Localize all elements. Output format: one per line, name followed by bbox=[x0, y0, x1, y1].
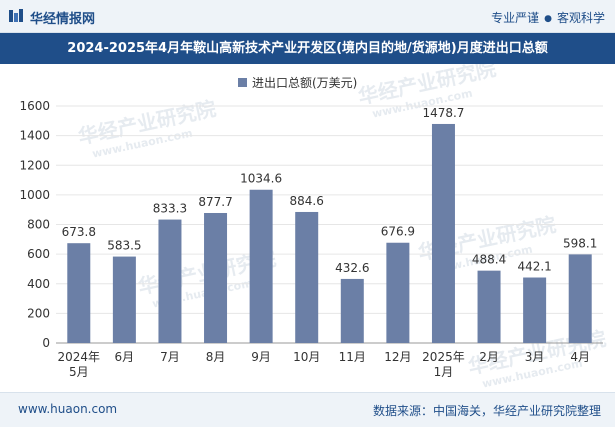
footer: www.huaon.com 数据来源：中国海关，华经产业研究院整理 bbox=[0, 392, 615, 427]
data-source: 数据来源：中国海关，华经产业研究院整理 bbox=[372, 404, 601, 418]
y-tick-label: 600 bbox=[27, 247, 50, 261]
y-tick-label: 1600 bbox=[19, 99, 50, 113]
y-tick-label: 0 bbox=[42, 336, 50, 350]
chart-title: 2024-2025年4月年鞍山高新技术产业开发区(境内目的地/货源地)月度进出口… bbox=[0, 33, 615, 64]
data-label: 676.9 bbox=[381, 225, 415, 239]
bar[interactable] bbox=[568, 254, 592, 343]
top-header: 华经情报网 专业严谨 ● 客观科学 bbox=[0, 0, 615, 33]
bar[interactable] bbox=[295, 211, 319, 343]
gridlines bbox=[56, 105, 603, 344]
bar[interactable] bbox=[204, 212, 228, 343]
x-tick-label: 10月 bbox=[293, 350, 320, 364]
x-tick-label: 6月 bbox=[115, 350, 135, 364]
data-label: 442.1 bbox=[517, 260, 551, 274]
x-tick-line: 11月 bbox=[339, 350, 366, 364]
site-name[interactable]: 华经情报网 bbox=[30, 12, 96, 27]
data-label: 432.6 bbox=[335, 261, 369, 275]
tagline: 专业严谨 ● 客观科学 bbox=[491, 9, 605, 26]
y-axis: 0 200 400 600 800 1000 1200 1400 1600 bbox=[19, 99, 50, 350]
y-tick-label: 1200 bbox=[19, 158, 50, 172]
x-tick-label: 8月 bbox=[206, 350, 226, 364]
x-tick-line: 6月 bbox=[115, 350, 135, 364]
y-tick-label: 200 bbox=[27, 306, 50, 320]
legend-label: 进出口总额(万美元) bbox=[252, 76, 357, 90]
tagline-right: 客观科学 bbox=[556, 11, 605, 25]
x-tick-label: 7月 bbox=[160, 350, 180, 364]
dot-icon: ● bbox=[544, 14, 552, 24]
x-tick-label: 3月 bbox=[525, 350, 545, 364]
legend: 进出口总额(万美元) bbox=[238, 76, 357, 90]
bar[interactable] bbox=[112, 256, 136, 343]
data-label: 833.3 bbox=[153, 202, 187, 216]
x-tick-line: 2月 bbox=[479, 350, 499, 364]
x-tick-line: 2024年 bbox=[58, 350, 101, 364]
x-tick-line: 7月 bbox=[160, 350, 180, 364]
x-tick-label: 2025年 1月 bbox=[422, 350, 465, 379]
data-label: 598.1 bbox=[563, 236, 597, 250]
data-label: 884.6 bbox=[290, 194, 324, 208]
x-tick-line: 9月 bbox=[251, 350, 271, 364]
x-tick-label: 4月 bbox=[570, 350, 590, 364]
data-label: 488.4 bbox=[472, 253, 506, 267]
y-tick-label: 1000 bbox=[19, 188, 50, 202]
x-axis: 2024年 5月 6月 7月 8月 9月 10月 11月 12月 2025年 1月 2月 3月 4月 bbox=[58, 350, 591, 379]
data-label: 583.5 bbox=[107, 239, 141, 253]
x-tick-label: 11月 bbox=[339, 350, 366, 364]
x-tick-label: 12月 bbox=[384, 350, 411, 364]
bars bbox=[67, 123, 592, 343]
x-tick-label: 2024年 5月 bbox=[58, 350, 101, 379]
bar-chart: 华经产业研究院www.huaon.com华经产业研究院www.huaon.com… bbox=[19, 64, 608, 391]
x-tick-line: 5月 bbox=[69, 365, 89, 379]
bar[interactable] bbox=[431, 123, 455, 343]
x-tick-line: 1月 bbox=[434, 365, 454, 379]
data-label: 1034.6 bbox=[240, 172, 282, 186]
x-tick-line: 3月 bbox=[525, 350, 545, 364]
y-tick-label: 800 bbox=[27, 218, 50, 232]
bar[interactable] bbox=[158, 219, 182, 343]
footer-url[interactable]: www.huaon.com bbox=[18, 402, 118, 416]
bar[interactable] bbox=[340, 278, 364, 343]
value-labels: 673.8 583.5 833.3 877.7 1034.6 884.6 432.6 676.… bbox=[62, 106, 598, 275]
y-tick-label: 400 bbox=[27, 277, 50, 291]
y-tick-label: 1400 bbox=[19, 129, 50, 143]
bar[interactable] bbox=[249, 189, 273, 343]
bar[interactable] bbox=[523, 277, 547, 343]
x-tick-line: 4月 bbox=[570, 350, 590, 364]
bar[interactable] bbox=[386, 242, 410, 343]
data-label: 877.7 bbox=[198, 195, 232, 209]
tagline-left: 专业严谨 bbox=[491, 11, 540, 25]
x-tick-label: 2月 bbox=[479, 350, 499, 364]
x-tick-label: 9月 bbox=[251, 350, 271, 364]
logo-icon bbox=[9, 9, 23, 22]
data-label: 673.8 bbox=[62, 225, 96, 239]
x-tick-line: 10月 bbox=[293, 350, 320, 364]
legend-swatch bbox=[238, 78, 247, 87]
x-tick-line: 2025年 bbox=[422, 350, 465, 364]
x-tick-line: 8月 bbox=[206, 350, 226, 364]
x-tick-line: 12月 bbox=[384, 350, 411, 364]
data-label: 1478.7 bbox=[422, 106, 464, 120]
bar[interactable] bbox=[477, 270, 501, 343]
bar[interactable] bbox=[67, 243, 91, 343]
